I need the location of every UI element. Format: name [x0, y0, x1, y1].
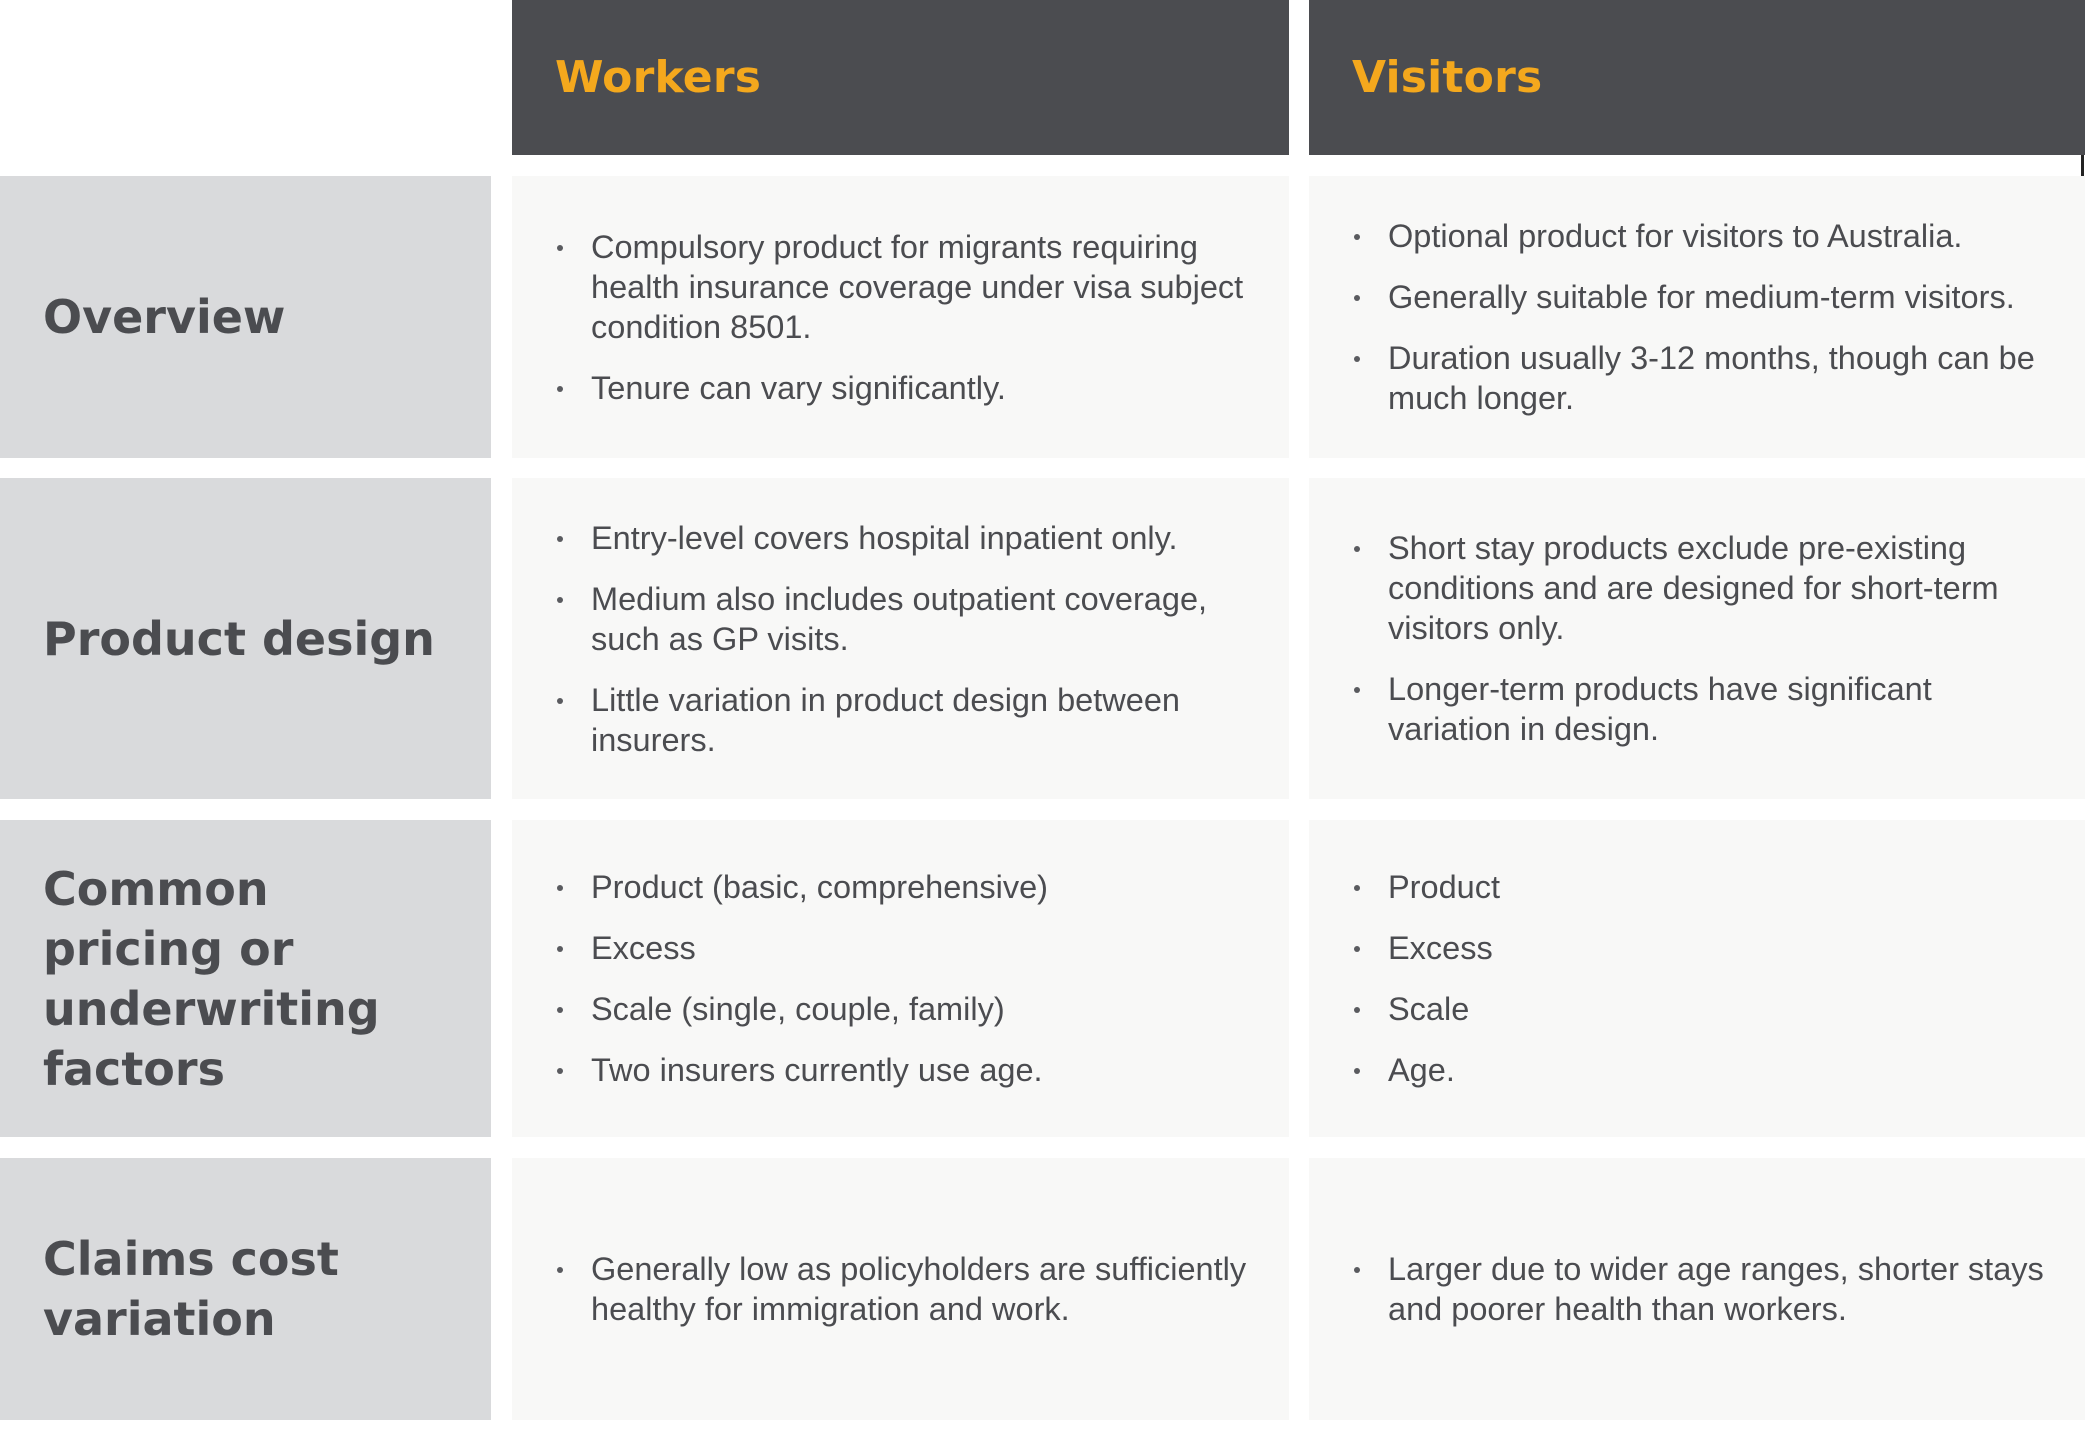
list-item: Duration usually 3-12 months, though can… [1349, 338, 2049, 418]
list-item: Generally low as policyholders are suffi… [552, 1249, 1253, 1329]
row-label-overview-text: Overview [43, 290, 286, 344]
row-label-pricing-factors: Common pricing or underwriting factors [0, 820, 491, 1137]
row-label-claims-cost: Claims cost variation [0, 1158, 491, 1420]
cell-pricing-factors-workers: Product (basic, comprehensive) Excess Sc… [512, 820, 1289, 1137]
cell-product-design-workers: Entry-level covers hospital inpatient on… [512, 478, 1289, 799]
header-workers-label: Workers [555, 52, 762, 103]
list-item: Medium also includes outpatient coverage… [552, 579, 1253, 659]
row-label-overview: Overview [0, 176, 491, 458]
cell-claims-cost-visitors: Larger due to wider age ranges, shorter … [1309, 1158, 2085, 1420]
list-item: Longer-term products have significant va… [1349, 669, 2049, 749]
list-item: Tenure can vary significantly. [552, 368, 1253, 408]
row-label-pricing-factors-text: Common pricing or underwriting factors [43, 861, 380, 1096]
list-item: Compulsory product for migrants requirin… [552, 227, 1253, 347]
bullet-list: Product (basic, comprehensive) Excess Sc… [552, 867, 1253, 1090]
bullet-list: Compulsory product for migrants requirin… [552, 227, 1253, 408]
list-item: Scale (single, couple, family) [552, 989, 1253, 1029]
list-item: Larger due to wider age ranges, shorter … [1349, 1249, 2049, 1329]
bullet-list: Larger due to wider age ranges, shorter … [1349, 1249, 2049, 1329]
cell-pricing-factors-visitors: Product Excess Scale Age. [1309, 820, 2085, 1137]
list-item: Product [1349, 867, 2049, 907]
cell-claims-cost-workers: Generally low as policyholders are suffi… [512, 1158, 1289, 1420]
list-item: Little variation in product design betwe… [552, 680, 1253, 760]
list-item: Excess [1349, 928, 2049, 968]
list-item: Product (basic, comprehensive) [552, 867, 1253, 907]
header-visitors: Visitors [1309, 0, 2085, 155]
bullet-list: Generally low as policyholders are suffi… [552, 1249, 1253, 1329]
bullet-list: Product Excess Scale Age. [1349, 867, 2049, 1090]
row-label-product-design-text: Product design [43, 611, 435, 666]
edge-marker [2081, 155, 2084, 177]
list-item: Optional product for visitors to Austral… [1349, 216, 2049, 256]
list-item: Scale [1349, 989, 2049, 1029]
header-workers: Workers [512, 0, 1289, 155]
row-label-product-design: Product design [0, 478, 491, 799]
row-label-claims-cost-text: Claims cost variation [43, 1232, 339, 1346]
bullet-list: Entry-level covers hospital inpatient on… [552, 518, 1253, 760]
list-item: Two insurers currently use age. [552, 1050, 1253, 1090]
list-item: Short stay products exclude pre-existing… [1349, 528, 2049, 648]
list-item: Entry-level covers hospital inpatient on… [552, 518, 1253, 558]
bullet-list: Optional product for visitors to Austral… [1349, 216, 2049, 418]
list-item: Excess [552, 928, 1253, 968]
list-item: Age. [1349, 1050, 2049, 1090]
header-visitors-label: Visitors [1352, 52, 1543, 103]
cell-product-design-visitors: Short stay products exclude pre-existing… [1309, 478, 2085, 799]
bullet-list: Short stay products exclude pre-existing… [1349, 528, 2049, 749]
cell-overview-visitors: Optional product for visitors to Austral… [1309, 176, 2085, 458]
cell-overview-workers: Compulsory product for migrants requirin… [512, 176, 1289, 458]
list-item: Generally suitable for medium-term visit… [1349, 277, 2049, 317]
